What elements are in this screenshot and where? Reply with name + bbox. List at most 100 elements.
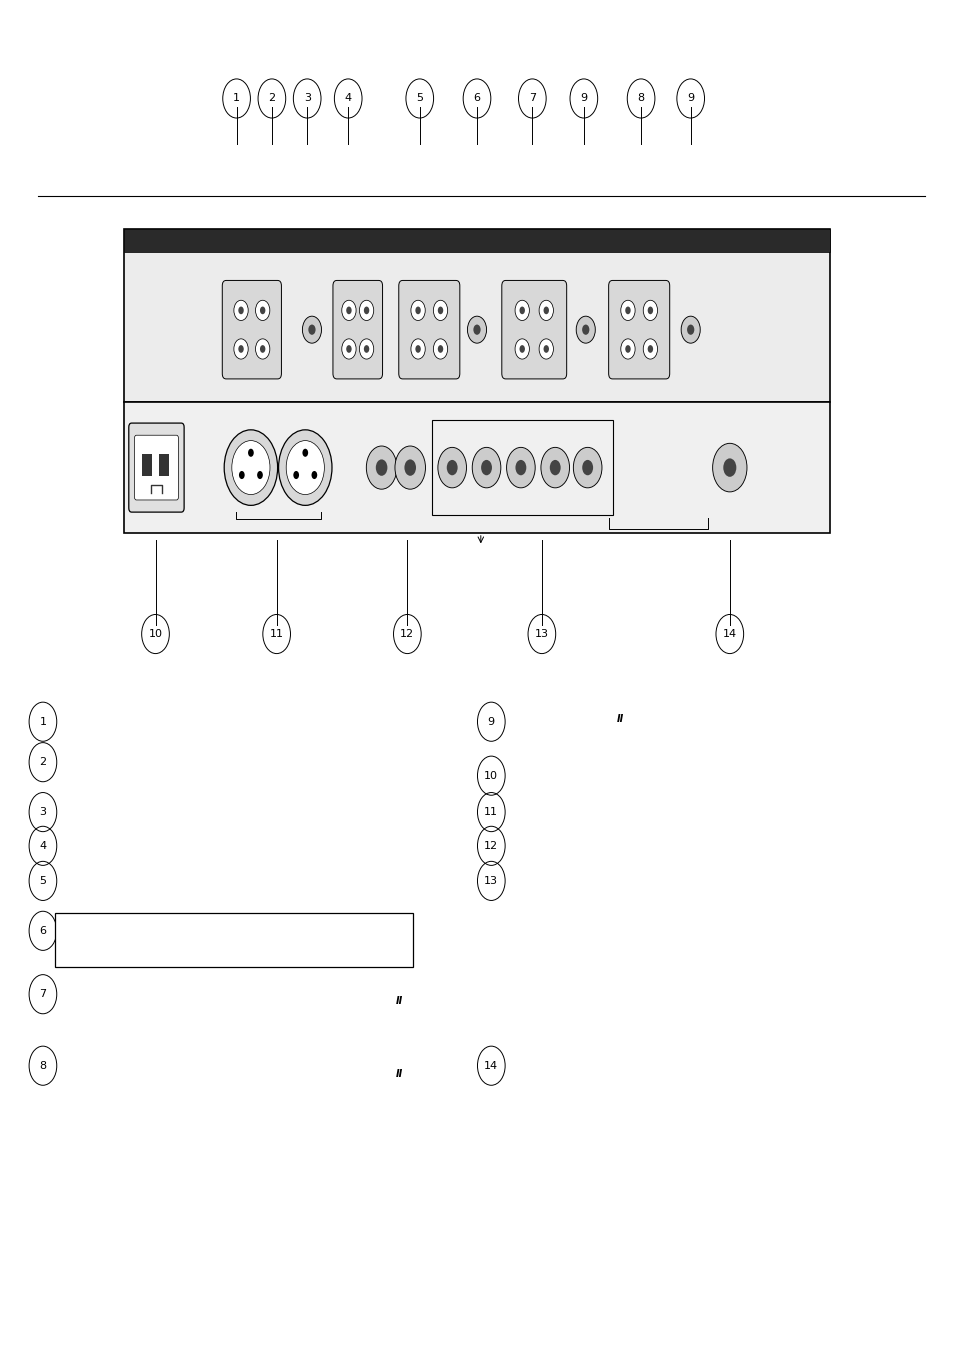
FancyBboxPatch shape <box>124 229 829 252</box>
Circle shape <box>519 306 524 314</box>
Circle shape <box>472 448 500 488</box>
Circle shape <box>538 339 553 359</box>
FancyBboxPatch shape <box>134 436 178 500</box>
Circle shape <box>467 316 486 343</box>
Text: 14: 14 <box>722 629 736 639</box>
Circle shape <box>233 339 248 359</box>
Circle shape <box>259 306 265 314</box>
Text: 12: 12 <box>400 629 414 639</box>
Circle shape <box>259 345 265 353</box>
Text: 3: 3 <box>39 807 47 817</box>
Circle shape <box>415 345 420 353</box>
FancyBboxPatch shape <box>398 281 459 379</box>
Text: 14: 14 <box>484 1060 497 1071</box>
Circle shape <box>346 306 352 314</box>
Text: 4: 4 <box>344 93 352 104</box>
Text: 13: 13 <box>535 629 548 639</box>
Circle shape <box>712 444 746 492</box>
FancyBboxPatch shape <box>608 281 669 379</box>
FancyBboxPatch shape <box>222 281 281 379</box>
Text: 12: 12 <box>484 840 497 851</box>
Text: 11: 11 <box>270 629 283 639</box>
Circle shape <box>473 325 480 335</box>
Text: 5: 5 <box>416 93 423 104</box>
Circle shape <box>308 325 315 335</box>
Circle shape <box>411 301 425 321</box>
Text: 8: 8 <box>637 93 644 104</box>
Circle shape <box>620 339 635 359</box>
Circle shape <box>293 471 298 479</box>
Circle shape <box>624 345 630 353</box>
Circle shape <box>686 325 694 335</box>
Circle shape <box>581 325 589 335</box>
Circle shape <box>437 306 443 314</box>
Circle shape <box>538 301 553 321</box>
Circle shape <box>647 306 653 314</box>
Circle shape <box>363 345 369 353</box>
Text: 2: 2 <box>268 93 275 104</box>
FancyBboxPatch shape <box>159 455 169 476</box>
Circle shape <box>515 460 526 475</box>
Circle shape <box>224 430 277 506</box>
Circle shape <box>433 339 447 359</box>
Circle shape <box>366 447 396 490</box>
Text: 13: 13 <box>484 876 497 886</box>
FancyBboxPatch shape <box>124 402 829 533</box>
Text: 9: 9 <box>686 93 694 104</box>
Text: 7: 7 <box>39 989 47 1000</box>
Circle shape <box>515 301 529 321</box>
Circle shape <box>573 448 601 488</box>
Circle shape <box>363 306 369 314</box>
FancyBboxPatch shape <box>333 281 382 379</box>
Text: 6: 6 <box>473 93 480 104</box>
Circle shape <box>286 441 324 495</box>
Circle shape <box>238 345 244 353</box>
Circle shape <box>255 301 270 321</box>
Circle shape <box>437 448 466 488</box>
Circle shape <box>411 339 425 359</box>
Circle shape <box>543 345 548 353</box>
Circle shape <box>238 306 244 314</box>
Circle shape <box>404 460 416 476</box>
FancyBboxPatch shape <box>142 455 152 476</box>
Text: 1: 1 <box>39 716 47 727</box>
Circle shape <box>278 430 332 506</box>
Text: 6: 6 <box>39 925 47 936</box>
Circle shape <box>238 471 244 479</box>
FancyBboxPatch shape <box>55 913 413 967</box>
Circle shape <box>543 306 548 314</box>
Circle shape <box>255 339 270 359</box>
Circle shape <box>480 460 492 475</box>
Circle shape <box>341 301 355 321</box>
Circle shape <box>549 460 560 475</box>
FancyBboxPatch shape <box>129 424 184 513</box>
Circle shape <box>232 441 270 495</box>
Circle shape <box>359 339 374 359</box>
Text: 10: 10 <box>149 629 162 639</box>
Circle shape <box>395 447 425 490</box>
Circle shape <box>446 460 457 475</box>
Circle shape <box>624 306 630 314</box>
Circle shape <box>433 301 447 321</box>
Text: 2: 2 <box>39 757 47 768</box>
Circle shape <box>257 471 263 479</box>
Circle shape <box>540 448 569 488</box>
Circle shape <box>302 449 308 457</box>
Circle shape <box>415 306 420 314</box>
Circle shape <box>642 339 657 359</box>
Circle shape <box>680 316 700 343</box>
Text: II: II <box>395 1068 403 1079</box>
Circle shape <box>519 345 524 353</box>
Circle shape <box>312 471 317 479</box>
Text: 1: 1 <box>233 93 240 104</box>
Circle shape <box>341 339 355 359</box>
FancyBboxPatch shape <box>501 281 566 379</box>
Text: 9: 9 <box>579 93 587 104</box>
Text: 7: 7 <box>528 93 536 104</box>
Text: 3: 3 <box>303 93 311 104</box>
Text: 11: 11 <box>484 807 497 817</box>
Circle shape <box>248 449 253 457</box>
Text: 9: 9 <box>487 716 495 727</box>
Circle shape <box>506 448 535 488</box>
Circle shape <box>233 301 248 321</box>
